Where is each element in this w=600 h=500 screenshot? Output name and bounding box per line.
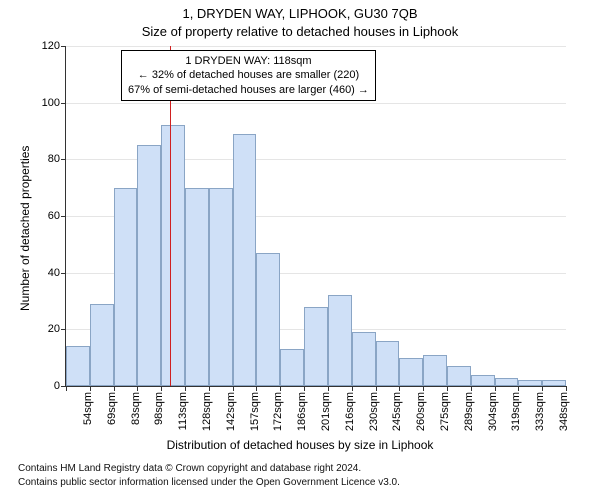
- histogram-bar: [185, 188, 209, 386]
- x-tick-label: 275sqm: [439, 392, 451, 431]
- x-tick-label: 69sqm: [106, 392, 118, 425]
- y-tick-label: 20: [48, 323, 66, 335]
- annotation-line: 67% of semi-detached houses are larger (…: [128, 83, 369, 97]
- histogram-bar: [256, 253, 280, 386]
- gridline: [66, 46, 566, 47]
- histogram-bar: [66, 346, 90, 386]
- x-tick-mark: [518, 386, 519, 391]
- x-tick-label: 348sqm: [558, 392, 570, 431]
- y-axis-label: Number of detached properties: [18, 146, 32, 311]
- x-tick-mark: [161, 386, 162, 391]
- x-tick-label: 157sqm: [249, 392, 261, 431]
- y-tick-label: 120: [42, 40, 66, 52]
- x-tick-mark: [495, 386, 496, 391]
- x-tick-mark: [471, 386, 472, 391]
- histogram-bar: [376, 341, 400, 386]
- x-tick-mark: [233, 386, 234, 391]
- histogram-bar: [328, 295, 352, 386]
- x-tick-label: 54sqm: [82, 392, 94, 425]
- x-tick-mark: [137, 386, 138, 391]
- x-tick-label: 186sqm: [296, 392, 308, 431]
- x-tick-label: 201sqm: [320, 392, 332, 431]
- x-tick-label: 260sqm: [415, 392, 427, 431]
- x-tick-label: 128sqm: [201, 392, 213, 431]
- histogram-bar: [471, 375, 495, 386]
- y-tick-label: 0: [54, 380, 66, 392]
- x-tick-label: 113sqm: [177, 392, 189, 430]
- x-tick-label: 172sqm: [272, 392, 284, 431]
- histogram-bar: [114, 188, 138, 386]
- histogram-bar: [90, 304, 114, 386]
- histogram-bar: [423, 355, 447, 386]
- x-tick-mark: [423, 386, 424, 391]
- histogram-bar: [137, 145, 161, 386]
- y-tick-label: 80: [48, 153, 66, 165]
- property-annotation: 1 DRYDEN WAY: 118sqm← 32% of detached ho…: [121, 50, 376, 101]
- x-tick-mark: [90, 386, 91, 391]
- histogram-bar: [233, 134, 257, 386]
- histogram-bar: [542, 380, 566, 386]
- x-tick-mark: [352, 386, 353, 391]
- x-tick-mark: [399, 386, 400, 391]
- y-tick-label: 100: [42, 97, 66, 109]
- histogram-plot: 02040608010012054sqm69sqm83sqm98sqm113sq…: [65, 46, 566, 387]
- y-tick-label: 40: [48, 267, 66, 279]
- x-tick-label: 245sqm: [391, 392, 403, 431]
- histogram-bar: [352, 332, 376, 386]
- histogram-bar: [161, 125, 185, 386]
- x-tick-label: 83sqm: [130, 392, 142, 425]
- histogram-bar: [304, 307, 328, 386]
- attribution-line-2: Contains public sector information licen…: [18, 476, 582, 490]
- x-tick-label: 230sqm: [368, 392, 380, 431]
- attribution-text: Contains HM Land Registry data © Crown c…: [0, 462, 600, 489]
- x-tick-mark: [66, 386, 67, 391]
- x-tick-label: 142sqm: [225, 392, 237, 431]
- annotation-line: ← 32% of detached houses are smaller (22…: [128, 68, 369, 82]
- annotation-line: 1 DRYDEN WAY: 118sqm: [128, 54, 369, 68]
- x-tick-label: 333sqm: [534, 392, 546, 431]
- x-tick-mark: [185, 386, 186, 391]
- x-tick-label: 98sqm: [153, 392, 165, 425]
- x-tick-mark: [566, 386, 567, 391]
- x-tick-label: 304sqm: [487, 392, 499, 431]
- x-tick-label: 216sqm: [344, 392, 356, 431]
- x-tick-mark: [542, 386, 543, 391]
- x-axis-label: Distribution of detached houses by size …: [0, 438, 600, 452]
- histogram-bar: [495, 378, 519, 387]
- histogram-bar: [280, 349, 304, 386]
- x-tick-mark: [447, 386, 448, 391]
- x-tick-mark: [328, 386, 329, 391]
- x-tick-label: 289sqm: [463, 392, 475, 431]
- histogram-bar: [518, 380, 542, 386]
- y-tick-label: 60: [48, 210, 66, 222]
- histogram-bar: [399, 358, 423, 386]
- histogram-bar: [447, 366, 471, 386]
- x-tick-mark: [376, 386, 377, 391]
- x-tick-mark: [304, 386, 305, 391]
- histogram-bar: [209, 188, 233, 386]
- x-tick-label: 319sqm: [510, 392, 522, 431]
- x-tick-mark: [209, 386, 210, 391]
- x-tick-mark: [114, 386, 115, 391]
- attribution-line-1: Contains HM Land Registry data © Crown c…: [18, 462, 582, 476]
- chart-title-sub: Size of property relative to detached ho…: [0, 24, 600, 39]
- x-tick-mark: [256, 386, 257, 391]
- gridline: [66, 103, 566, 104]
- chart-title-main: 1, DRYDEN WAY, LIPHOOK, GU30 7QB: [0, 6, 600, 21]
- x-tick-mark: [280, 386, 281, 391]
